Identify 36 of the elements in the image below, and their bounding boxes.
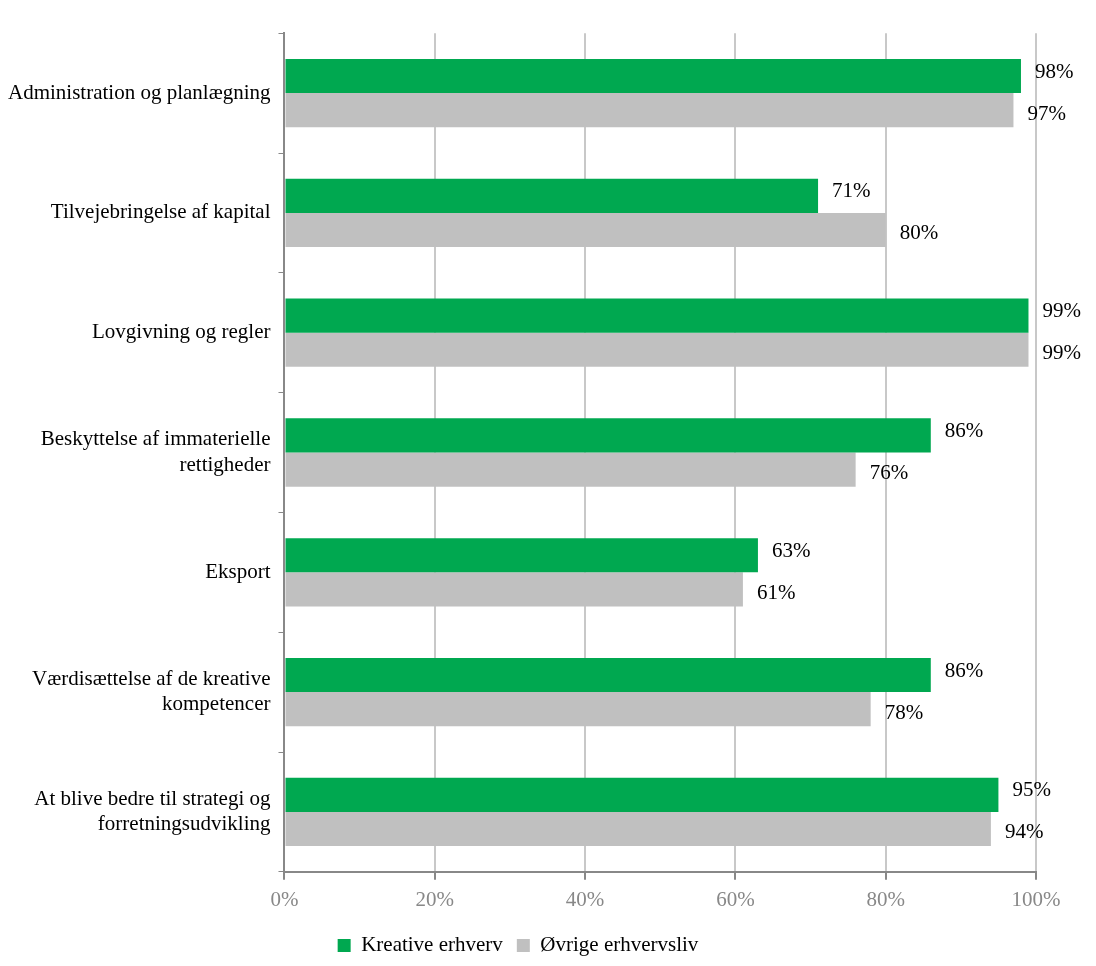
x-tick-label: 0% bbox=[270, 886, 299, 911]
data-label: 99% bbox=[1042, 340, 1081, 365]
data-label: 86% bbox=[944, 417, 984, 442]
y-tick-label: Tilvejebringelse af kapital bbox=[50, 199, 271, 224]
data-label: 80% bbox=[899, 220, 939, 245]
y-tick-label: Værdisættelse af de kreative kompetencer bbox=[31, 666, 271, 716]
bar bbox=[285, 538, 758, 573]
data-label: 63% bbox=[771, 537, 811, 562]
data-label: 98% bbox=[1034, 58, 1074, 83]
data-label: 61% bbox=[756, 579, 796, 604]
legend-label: Kreative erhverv bbox=[361, 932, 504, 957]
y-tick-label: Eksport bbox=[205, 558, 271, 583]
bar bbox=[285, 58, 1021, 94]
x-tick-label: 60% bbox=[716, 886, 755, 911]
data-label: 94% bbox=[1004, 819, 1044, 844]
x-tick-label: 20% bbox=[415, 886, 455, 911]
bar bbox=[285, 298, 1029, 333]
x-tick-label: 100% bbox=[1011, 886, 1061, 911]
y-tick-label: Lovgivning og regler bbox=[92, 319, 271, 344]
bar bbox=[285, 178, 819, 213]
y-tick-label: Administration og planlægning bbox=[7, 79, 271, 104]
x-tick-label: 80% bbox=[866, 886, 905, 911]
data-label: 97% bbox=[1027, 100, 1066, 125]
data-label: 95% bbox=[1012, 777, 1051, 802]
y-tick-label: At blive bedre til strategi og forretningsudvikling bbox=[34, 785, 271, 836]
bar bbox=[285, 657, 931, 693]
x-tick-label: 40% bbox=[565, 886, 605, 911]
y-tick-label: Beskyttelse af immaterielle rettigheder bbox=[40, 426, 271, 476]
data-label: 78% bbox=[884, 699, 924, 724]
data-label: 86% bbox=[944, 657, 984, 682]
data-label: 99% bbox=[1042, 298, 1081, 323]
bar bbox=[285, 418, 931, 453]
data-label: 71% bbox=[832, 178, 871, 203]
data-label: 76% bbox=[869, 460, 909, 485]
legend-label: Øvrige erhvervsliv bbox=[540, 932, 699, 957]
bar bbox=[285, 777, 999, 812]
